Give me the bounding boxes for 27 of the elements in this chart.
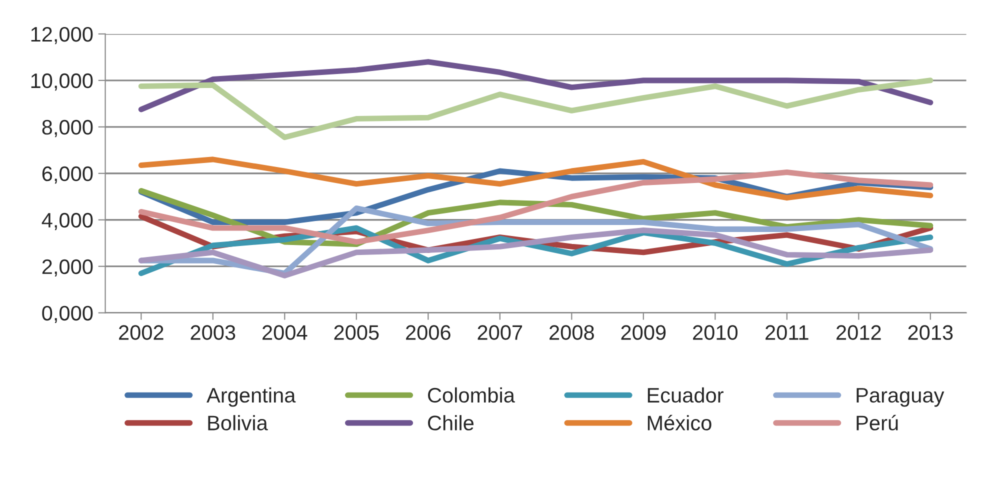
y-tick-label: 4,000 (42, 212, 93, 230)
x-tick-label: 2005 (334, 325, 379, 340)
x-tick-label: 2007 (478, 325, 522, 340)
x-tick-label: 2006 (406, 325, 450, 340)
y-tick-label: 2,000 (42, 259, 93, 277)
legend-label: Colombia (428, 387, 515, 403)
legend-label: Ecuador (648, 387, 724, 403)
x-tick-label: 2011 (766, 325, 808, 340)
legend-label: Chile (428, 415, 474, 430)
y-tick-label: 8,000 (42, 120, 93, 138)
y-tick-label: 6,000 (42, 166, 93, 184)
x-tick-label: 2009 (621, 325, 666, 340)
legend-label: Argentina (206, 387, 296, 407)
legend-label: México (648, 414, 712, 430)
legend-label: Perú (856, 414, 898, 430)
x-tick-label: 2002 (119, 325, 164, 340)
y-tick-label: 0,000 (42, 306, 93, 324)
y-tick-label: 10,000 (31, 73, 93, 91)
y-tick-label: 12,000 (31, 26, 93, 44)
x-tick-label: 2012 (836, 325, 881, 340)
x-tick-label: 2008 (550, 325, 594, 340)
x-tick-label: 2013 (908, 325, 953, 340)
legend-label: Bolivia (208, 415, 268, 430)
x-tick-label: 2004 (262, 325, 308, 340)
legend-label: Paraguay (856, 388, 944, 407)
x-tick-label: 2003 (190, 325, 236, 340)
x-tick-label: 2010 (693, 325, 738, 340)
